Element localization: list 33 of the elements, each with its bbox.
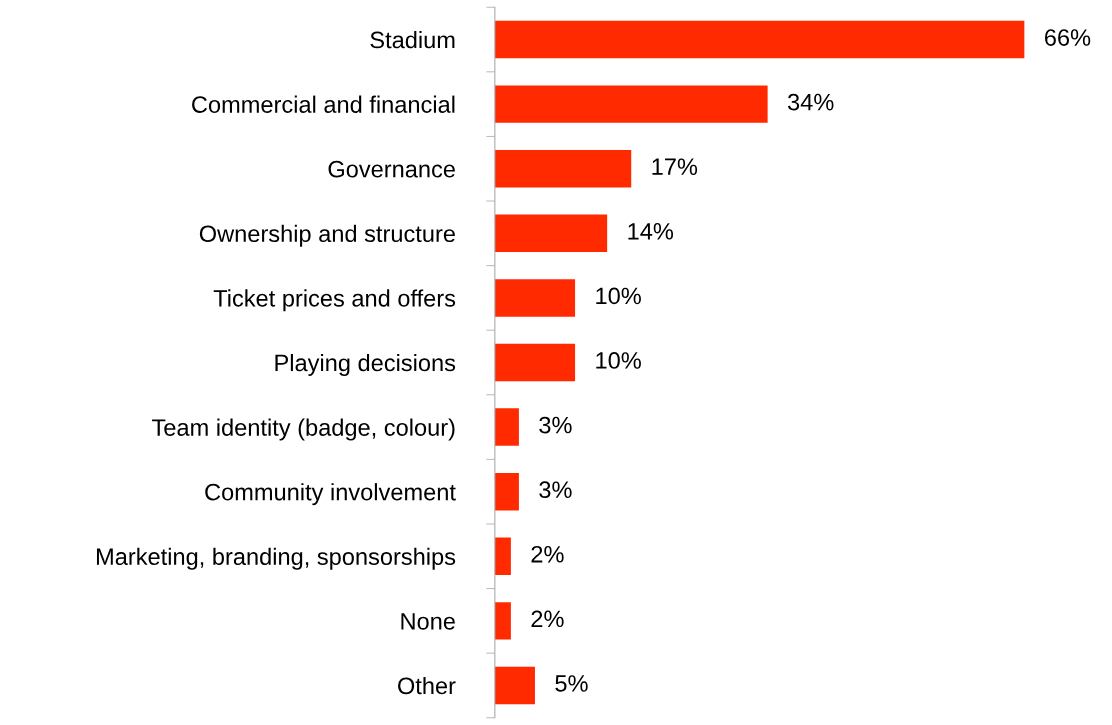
y-tick-label: Team identity (badge, colour) bbox=[152, 418, 455, 441]
bar bbox=[494, 343, 576, 382]
bar bbox=[494, 85, 768, 123]
bar bbox=[494, 150, 632, 188]
y-tick-label: Marketing, branding, sponsorships bbox=[96, 547, 456, 570]
bar bbox=[494, 408, 519, 446]
y-tick-label: None bbox=[401, 613, 455, 630]
data-label: 34% bbox=[787, 93, 834, 111]
data-label: 2% bbox=[531, 545, 564, 563]
data-label: 3% bbox=[539, 481, 572, 499]
y-tick-label: Other bbox=[398, 676, 456, 695]
bar bbox=[494, 537, 511, 575]
data-label: 5% bbox=[555, 675, 588, 692]
y-tick-label: Community involvement bbox=[205, 483, 456, 506]
data-label: 3% bbox=[539, 416, 572, 434]
y-tick-label: Ticket prices and offers bbox=[213, 289, 456, 312]
data-label: 2% bbox=[531, 610, 564, 628]
data-label: 10% bbox=[596, 352, 641, 369]
bar bbox=[494, 666, 535, 705]
y-tick-label: Playing decisions bbox=[275, 353, 456, 376]
bar bbox=[494, 214, 608, 253]
data-label: 10% bbox=[596, 287, 641, 305]
bar bbox=[494, 20, 1025, 59]
y-tick-label: Stadium bbox=[370, 30, 455, 49]
bar bbox=[494, 602, 511, 640]
bar bbox=[494, 472, 519, 511]
data-label: 66% bbox=[1045, 29, 1091, 46]
y-tick-label: Commercial and financial bbox=[192, 95, 455, 113]
bar bbox=[494, 279, 576, 317]
data-label: 17% bbox=[652, 158, 698, 175]
y-tick-label: Governance bbox=[328, 160, 455, 178]
data-label: 14% bbox=[628, 223, 674, 240]
y-tick-label: Ownership and structure bbox=[199, 224, 455, 247]
